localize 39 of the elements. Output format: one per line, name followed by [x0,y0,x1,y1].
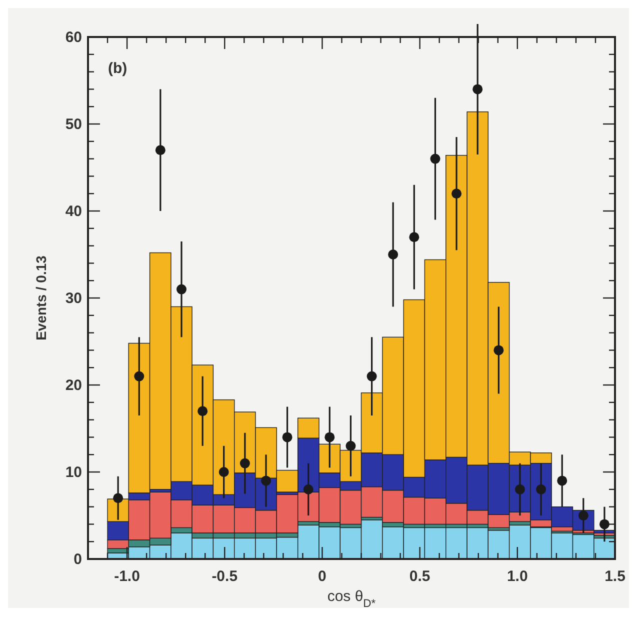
point [536,484,546,494]
point [261,476,272,486]
point [409,232,420,242]
point [155,145,166,156]
point [198,406,208,416]
x-tick-label: 1.0 [506,568,528,585]
point [282,432,292,442]
x-tick-label: 0.5 [409,568,430,585]
point [388,250,398,260]
y-tick-label: 10 [65,464,82,481]
point [472,84,483,94]
point [430,154,440,164]
point [557,476,568,486]
x-tick-label: 1.5 [604,568,626,585]
y-tick-label: 40 [65,203,82,220]
point [218,467,229,477]
point [346,440,356,451]
y-tick-label: 30 [65,290,82,307]
point [303,484,314,494]
annotation: (b) [108,60,128,77]
point [514,484,525,494]
x-tick-label: 0 [318,568,326,585]
point [366,371,377,382]
point [113,493,124,504]
y-tick-label: 20 [65,377,82,394]
point [599,519,610,530]
y-axis-title: Events / 0.13 [33,255,49,340]
x-tick-label: -0.5 [212,568,238,585]
y-tick-label: 50 [65,116,82,133]
point [324,432,335,442]
point [176,284,186,294]
point [452,188,462,199]
y-tick-label: 0 [74,551,82,568]
point [240,458,250,468]
y-tick-label: 60 [65,29,82,46]
point [494,345,504,356]
x-axis-title: cos θ$_{D*}$ [327,588,376,610]
point [134,371,144,382]
x-tick-label: -1.0 [114,568,140,585]
